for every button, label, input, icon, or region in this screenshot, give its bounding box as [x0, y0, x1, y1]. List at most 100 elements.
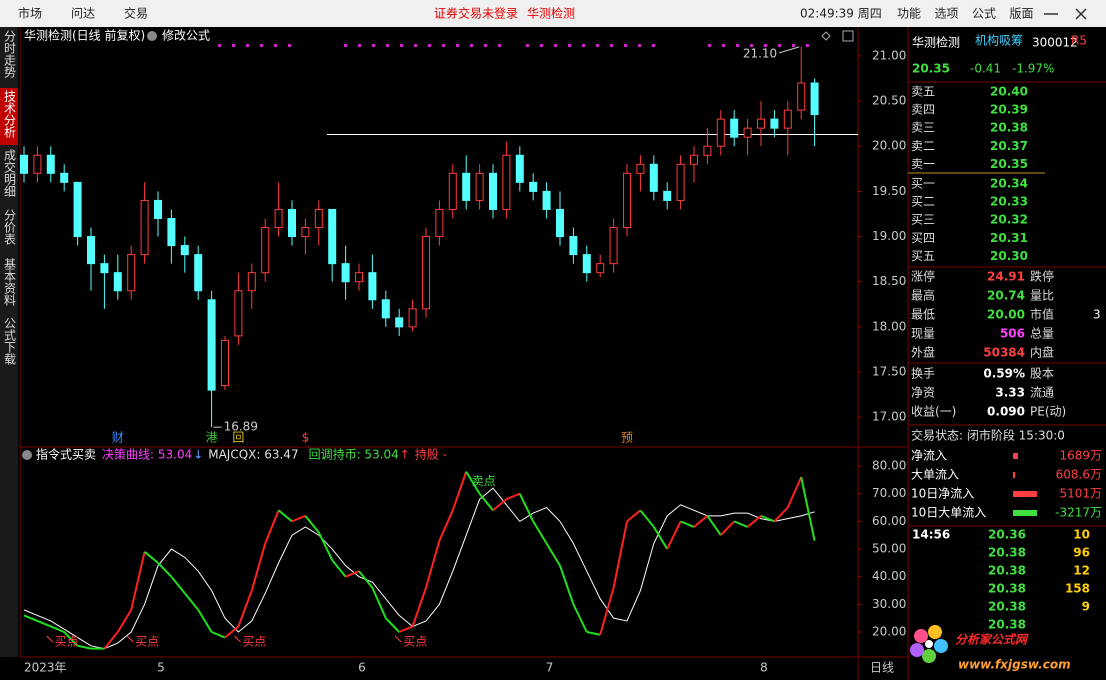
book-label: 买五 — [911, 249, 935, 263]
signal-dot — [442, 44, 445, 47]
signal-dot — [638, 44, 641, 47]
stat-value: 24.91 — [987, 270, 1025, 284]
stat-value: 50384 — [983, 346, 1025, 360]
stat-label: 流通 — [1030, 386, 1054, 400]
signal-dot — [764, 44, 767, 47]
book-label: 买三 — [911, 213, 935, 227]
event-marker[interactable]: $ — [302, 431, 310, 445]
candle-body — [395, 317, 404, 328]
signal-dot — [722, 44, 725, 47]
candle-body — [20, 154, 28, 174]
candle-body — [87, 236, 95, 265]
event-marker[interactable]: 财 — [112, 431, 124, 445]
event-marker[interactable]: 预 — [621, 431, 633, 445]
petal — [910, 643, 924, 657]
tab[interactable]: 技术分析 — [3, 90, 17, 139]
menu-item[interactable]: 功能 — [897, 7, 921, 21]
tab[interactable]: 分时走势 — [3, 30, 17, 78]
stat-label: 涨停 — [911, 269, 935, 284]
x-tick-label: 8 — [760, 661, 768, 675]
stat-label: 股本 — [1030, 367, 1054, 381]
candle-body — [33, 154, 42, 174]
line-segment — [746, 515, 762, 528]
line-segment — [626, 509, 642, 523]
close-icon[interactable] — [1075, 8, 1087, 20]
signal-dot — [610, 44, 613, 47]
signal-dot — [386, 44, 389, 47]
line-segment — [506, 492, 521, 501]
tick-price: 20.38 — [988, 564, 1026, 578]
candle-body — [274, 208, 283, 229]
candle-body — [247, 272, 256, 292]
y-tick-label: 19.00 — [872, 229, 906, 243]
annotation-arrow — [779, 46, 800, 54]
line-segment — [77, 644, 92, 650]
active-tab — [0, 88, 18, 145]
line-segment — [224, 625, 240, 639]
tab[interactable]: 成交明细 — [3, 149, 17, 197]
indicator-title: 指令式买卖 — [36, 447, 96, 462]
tab[interactable]: 分价表 — [3, 209, 17, 245]
candle-body — [408, 308, 417, 328]
signal-dot — [372, 44, 375, 47]
trade-state: 交易状态: 闭市阶段 15:30:0 — [911, 428, 1065, 443]
signal-dot — [498, 44, 501, 47]
event-marker[interactable]: 回 — [232, 431, 244, 445]
flow-value: 5101万 — [1059, 487, 1102, 501]
signal-arrow — [394, 635, 402, 643]
tab[interactable]: 公式下载 — [3, 317, 17, 366]
candle-body — [261, 227, 270, 274]
candle-body — [529, 181, 538, 192]
menu-item[interactable]: 公式 — [972, 7, 996, 21]
signal-dot — [708, 44, 711, 47]
stat-value: 0.090 — [987, 405, 1025, 419]
candle-body — [556, 208, 564, 238]
signal-dot — [470, 44, 473, 47]
formula-link[interactable]: 修改公式 — [162, 28, 210, 43]
y-tick-label: 50.00 — [872, 542, 906, 556]
line-segment — [652, 526, 669, 550]
candle-body — [301, 227, 310, 238]
stat-label: 净资 — [911, 386, 935, 400]
petal-center — [925, 640, 933, 648]
candle-body — [154, 199, 162, 219]
signal-arrow — [234, 635, 241, 643]
candle-body — [743, 127, 752, 138]
y-tick-label: 70.00 — [872, 486, 906, 500]
signal-dot — [568, 44, 571, 47]
line-segment — [317, 532, 334, 561]
flow-value: 1689万 — [1059, 449, 1102, 463]
line-segment — [599, 587, 615, 636]
signal-dot — [400, 44, 403, 47]
menu-item[interactable]: 版面 — [1010, 7, 1034, 21]
menu-item[interactable]: 市场 — [18, 6, 42, 21]
line-segment — [572, 603, 588, 633]
book-price: 20.39 — [990, 103, 1028, 117]
tick-volume: 12 — [1073, 564, 1090, 578]
flow-bar — [1013, 453, 1018, 459]
menu-item[interactable]: 问达 — [71, 7, 95, 21]
legend-arrow: ↑ — [400, 448, 410, 462]
tick-volume: 96 — [1073, 546, 1090, 560]
line-segment — [425, 540, 441, 589]
candle-body — [810, 82, 819, 116]
stat-value: 20.74 — [987, 289, 1025, 303]
tick-price: 20.38 — [988, 618, 1026, 632]
tick-price: 20.38 — [988, 546, 1026, 560]
menu-item[interactable]: 交易 — [124, 6, 148, 21]
candle-body — [475, 172, 484, 201]
line-segment — [451, 471, 468, 511]
line-segment — [304, 515, 320, 534]
menu-item[interactable]: 选项 — [935, 7, 959, 21]
quote-flag: R5 — [1071, 34, 1087, 48]
event-marker[interactable]: 港 — [206, 431, 218, 445]
tab[interactable]: 基本资料 — [3, 258, 17, 306]
x-tick-label: 2023年 — [24, 661, 67, 675]
candle-body — [167, 217, 176, 247]
candle-body — [422, 236, 430, 310]
line-segment — [800, 476, 816, 541]
line-segment — [277, 509, 293, 523]
stat-label: 现量 — [911, 327, 935, 341]
tab-column — [0, 27, 18, 657]
line-segment — [358, 570, 374, 589]
